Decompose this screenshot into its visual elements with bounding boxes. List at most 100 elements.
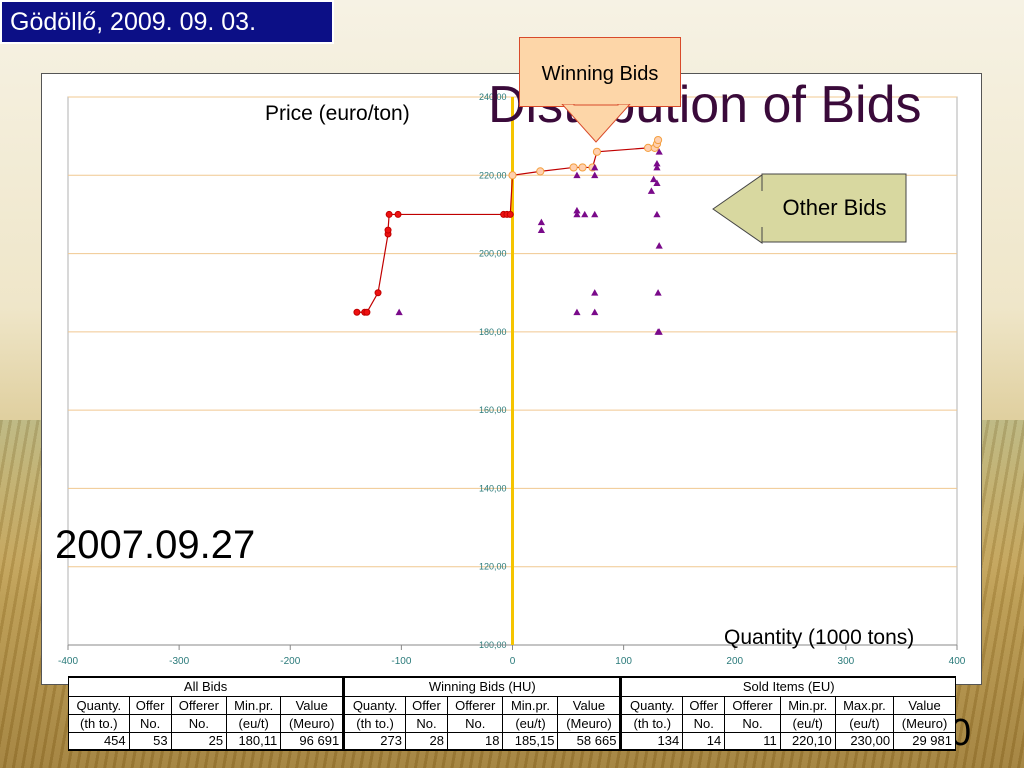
header-cell: (Meuro) (280, 714, 345, 733)
winning-bid-point (536, 167, 545, 176)
other-bid-point (654, 289, 662, 296)
value-cell: 29 981 (893, 732, 956, 751)
y-axis-label: Price (euro/ton) (265, 102, 410, 125)
y-tick-label: 200,00 (479, 249, 507, 259)
header-cell: Offer (128, 696, 172, 715)
header-cell: (eu/t) (779, 714, 836, 733)
auction-date: 2007.09.27 (55, 523, 256, 567)
bid-distribution-chart: 100,00120,00140,00160,00180,00200,00220,… (58, 92, 966, 667)
header-cell: Value (557, 696, 622, 715)
header-cell: Min.pr. (502, 696, 559, 715)
other-bid-point (591, 289, 599, 296)
group-winning-bids: Winning Bids (HU) (342, 676, 622, 697)
value-cell: 28 (405, 732, 448, 751)
header-cell: No. (170, 714, 228, 733)
down-arrow-icon (561, 104, 631, 143)
header-cell: No. (128, 714, 172, 733)
header-cell: Offer (682, 696, 726, 715)
values-row: 454 53 25 180,11 96 691 273 28 18 185,15… (68, 732, 956, 751)
other-bid-point (573, 308, 581, 316)
y-tick-label: 180,00 (479, 327, 507, 337)
group-row: All Bids Winning Bids (HU) Sold Items (E… (67, 676, 956, 697)
value-cell: 185,15 (502, 732, 559, 751)
value-cell: 14 (682, 732, 726, 751)
x-tick-label: 400 (949, 656, 966, 667)
header-cell: (eu/t) (226, 714, 282, 733)
x-axis-label: Quantity (1000 tons) (724, 626, 915, 649)
winning-bid-point (374, 289, 382, 297)
other-bid-point (591, 210, 599, 218)
date-place-badge: Gödöllő, 2009. 09. 03. (0, 0, 334, 44)
header-cell: (eu/t) (502, 714, 559, 733)
winning-bid-point (508, 171, 517, 180)
winning-bids-callout: Winning Bids (519, 37, 681, 107)
x-tick-label: -100 (391, 656, 411, 667)
x-tick-label: -300 (169, 656, 189, 667)
header-cell: No. (405, 714, 448, 733)
value-cell: 96 691 (280, 732, 345, 751)
header-cell: No. (446, 714, 504, 733)
value-cell: 220,10 (779, 732, 836, 751)
other-bid-point (653, 210, 661, 218)
winning-bid-point (353, 308, 361, 316)
winning-bid-point (569, 163, 578, 172)
header-cell: Quanty. (619, 696, 684, 715)
header-cell: (th to.) (68, 714, 130, 733)
summary-table: All Bids Winning Bids (HU) Sold Items (E… (67, 676, 956, 751)
header-cell: Offerer (170, 696, 228, 715)
y-tick-label: 240,00 (479, 92, 507, 102)
value-cell: 53 (128, 732, 172, 751)
other-bids-callout: Other Bids (782, 195, 887, 220)
value-cell: 18 (446, 732, 504, 751)
other-bid-point (653, 159, 661, 167)
header-cell: No. (724, 714, 781, 733)
winning-bid-point (363, 308, 371, 316)
header-row-2: (th to.) No. No. (eu/t) (Meuro) (th to.)… (68, 714, 956, 733)
other-bid-point (655, 328, 663, 335)
other-bid-point (537, 218, 545, 226)
value-cell: 273 (342, 732, 406, 751)
header-cell: No. (682, 714, 726, 733)
header-cell: Offer (405, 696, 448, 715)
other-bid-point (395, 308, 403, 316)
value-cell: 25 (170, 732, 228, 751)
header-cell: Quanty. (68, 696, 130, 715)
winning-bid-point (653, 135, 663, 145)
x-tick-label: -400 (58, 656, 78, 667)
group-all-bids: All Bids (67, 676, 345, 697)
x-tick-label: 100 (615, 656, 632, 667)
winning-bid-point (384, 226, 392, 234)
value-cell: 180,11 (226, 732, 282, 751)
chart-panel: 100,00 120,00 140,00 160,00 180,00 200,00 220,… (41, 73, 982, 685)
value-cell: 134 (619, 732, 684, 751)
header-cell: (eu/t) (834, 714, 895, 733)
winning-bid-point (385, 210, 393, 218)
header-cell: Quanty. (342, 696, 406, 715)
winning-bid-point (394, 210, 402, 218)
other-bid-point (591, 308, 599, 316)
y-tick-label: 140,00 (479, 483, 507, 493)
header-cell: Min.pr. (226, 696, 282, 715)
x-tick-label: -200 (280, 656, 300, 667)
other-bid-point (591, 171, 599, 179)
winning-bid-point (578, 163, 587, 172)
value-cell: 58 665 (557, 732, 622, 751)
x-tick-label: 200 (726, 656, 743, 667)
other-bid-point (655, 242, 663, 249)
header-cell: Min.pr. (779, 696, 836, 715)
winning-bid-point (643, 143, 653, 152)
y-tick-label: 220,00 (479, 170, 507, 180)
header-cell: (Meuro) (557, 714, 622, 733)
left-arrow-icon (712, 173, 907, 244)
other-bid-point (655, 148, 663, 155)
other-bid-point (573, 171, 581, 179)
header-cell: (th to.) (619, 714, 684, 733)
x-tick-label: 0 (510, 656, 516, 667)
value-cell: 230,00 (834, 732, 895, 751)
other-bid-point (581, 210, 589, 218)
other-bid-point (573, 210, 581, 218)
y-tick-label: 160,00 (479, 405, 507, 415)
header-cell: Offerer (724, 696, 781, 715)
group-sold-items: Sold Items (EU) (619, 676, 956, 697)
x-tick-label: 300 (838, 656, 855, 667)
